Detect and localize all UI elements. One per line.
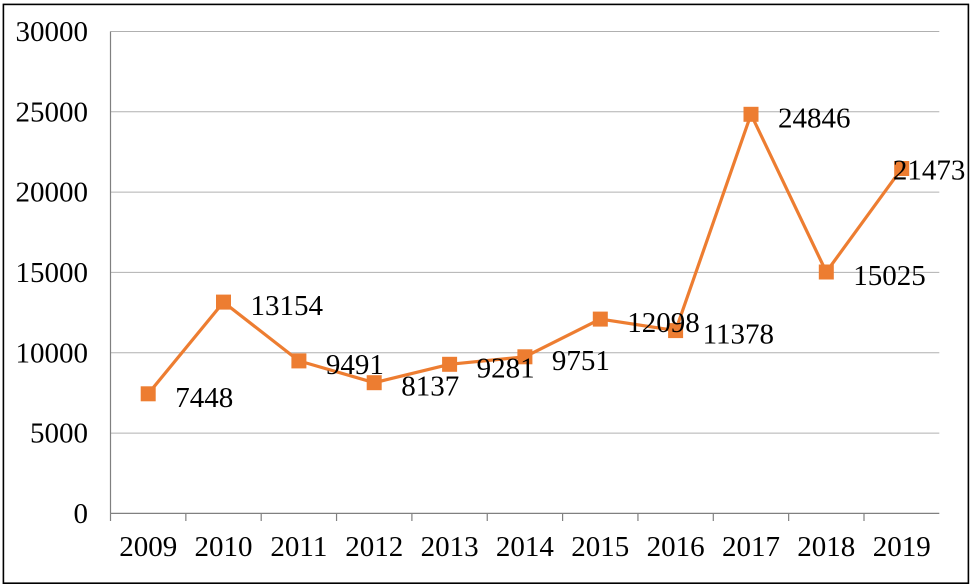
svg-text:15025: 15025 [853, 260, 926, 292]
svg-text:9751: 9751 [552, 345, 610, 377]
svg-text:11378: 11378 [703, 319, 774, 351]
svg-text:12098: 12098 [627, 307, 700, 339]
svg-text:2016: 2016 [647, 531, 705, 563]
svg-text:15000: 15000 [16, 257, 89, 289]
svg-text:13154: 13154 [251, 290, 324, 322]
svg-text:20000: 20000 [16, 177, 89, 209]
svg-text:2010: 2010 [195, 531, 253, 563]
svg-text:2011: 2011 [270, 531, 327, 563]
svg-text:2019: 2019 [873, 531, 931, 563]
svg-text:2009: 2009 [119, 531, 177, 563]
svg-text:2017: 2017 [722, 531, 780, 563]
svg-text:9281: 9281 [477, 352, 535, 384]
svg-text:8137: 8137 [401, 371, 459, 403]
svg-text:2013: 2013 [421, 531, 479, 563]
svg-text:24846: 24846 [778, 102, 851, 134]
svg-text:9491: 9491 [326, 349, 384, 381]
svg-text:5000: 5000 [30, 418, 88, 450]
svg-text:21473: 21473 [893, 154, 966, 186]
svg-text:2014: 2014 [496, 531, 555, 563]
svg-text:30000: 30000 [16, 16, 89, 48]
svg-text:25000: 25000 [16, 96, 89, 128]
svg-text:0: 0 [74, 498, 89, 530]
svg-text:2012: 2012 [345, 531, 403, 563]
svg-text:7448: 7448 [175, 382, 233, 414]
svg-text:2015: 2015 [571, 531, 629, 563]
svg-text:2018: 2018 [797, 531, 855, 563]
svg-text:10000: 10000 [16, 337, 89, 369]
